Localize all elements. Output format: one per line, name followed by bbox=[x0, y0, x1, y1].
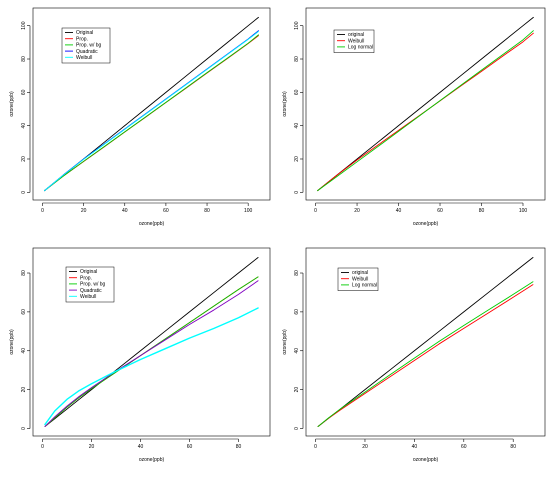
y-tick-label: 20 bbox=[21, 387, 27, 393]
series-line-log-normal bbox=[317, 281, 534, 427]
y-tick-label: 0 bbox=[21, 427, 27, 430]
series-line-log-normal bbox=[317, 30, 534, 192]
legend-label: Weibull bbox=[352, 276, 368, 282]
x-tick-label: 0 bbox=[41, 444, 44, 450]
legend-label: Prop. w/ bg bbox=[76, 43, 102, 49]
y-tick-label: 40 bbox=[294, 348, 300, 354]
x-tick-label: 20 bbox=[89, 444, 95, 450]
x-tick-label: 60 bbox=[461, 444, 467, 450]
y-axis-label: ozone(ppb) bbox=[282, 91, 288, 117]
series-line-weibull bbox=[44, 307, 259, 426]
chart-panel-1: 0 20 40 60 80 100 0 20 40 60 80 100 ozone(ppb) ozone(… bbox=[9, 7, 271, 227]
y-tick-label: 0 bbox=[21, 191, 27, 194]
x-tick-label: 40 bbox=[396, 208, 402, 214]
y-tick-label: 40 bbox=[21, 348, 27, 354]
x-tick-label: 80 bbox=[204, 208, 210, 214]
y-tick-label: 80 bbox=[21, 270, 27, 276]
x-tick-label: 0 bbox=[41, 208, 44, 214]
y-tick-label: 20 bbox=[294, 156, 300, 162]
y-tick-label: 60 bbox=[21, 89, 27, 95]
x-tick-label: 60 bbox=[163, 208, 169, 214]
plot-frame bbox=[305, 7, 546, 201]
legend-label: Prop. w/ bg bbox=[80, 282, 106, 288]
x-tick-label: 60 bbox=[187, 444, 193, 450]
legend-label: Log normal bbox=[352, 283, 377, 289]
x-tick-label: 40 bbox=[122, 208, 128, 214]
legend-label: Log normal bbox=[348, 45, 373, 51]
x-tick-label: 40 bbox=[138, 444, 144, 450]
legend-label: Original bbox=[80, 269, 97, 275]
y-axis-label: ozone(ppb) bbox=[9, 91, 15, 117]
chart-panel-4: 0 20 40 60 80 0 20 40 60 80 ozone(ppb) ozone(ppb) or… bbox=[282, 247, 546, 463]
y-tick-label: 40 bbox=[21, 123, 27, 129]
x-tick-label: 0 bbox=[314, 444, 317, 450]
legend-label: Prop. bbox=[76, 36, 88, 42]
plot-frame bbox=[32, 247, 271, 437]
x-tick-label: 60 bbox=[437, 208, 443, 214]
x-axis-label: ozone(ppb) bbox=[139, 221, 165, 227]
x-tick-label: 80 bbox=[236, 444, 242, 450]
x-axis-label: ozone(ppb) bbox=[139, 457, 165, 463]
y-tick-label: 60 bbox=[294, 309, 300, 315]
x-tick-label: 80 bbox=[479, 208, 485, 214]
x-tick-label: 40 bbox=[412, 444, 418, 450]
series-line-quadratic bbox=[44, 280, 259, 427]
y-tick-label: 40 bbox=[294, 123, 300, 129]
series-line-prop-w-bg bbox=[44, 34, 259, 192]
legend-label: Original bbox=[76, 30, 93, 36]
y-axis-label: ozone(ppb) bbox=[9, 329, 15, 355]
plot-frame bbox=[305, 247, 546, 437]
legend-label: Quadratic bbox=[76, 49, 98, 55]
legend-label: Quadratic bbox=[80, 288, 102, 294]
series-line-weibull bbox=[44, 31, 259, 192]
y-tick-label: 60 bbox=[21, 309, 27, 315]
series-line-weibull bbox=[317, 284, 534, 427]
y-tick-label: 60 bbox=[294, 89, 300, 95]
x-tick-label: 0 bbox=[314, 208, 317, 214]
y-tick-label: 80 bbox=[294, 56, 300, 62]
legend-label: Prop. bbox=[80, 275, 92, 281]
legend-label: Weibull bbox=[348, 38, 364, 44]
series-line-original bbox=[44, 257, 259, 427]
x-tick-label: 100 bbox=[244, 208, 253, 214]
y-tick-label: 0 bbox=[294, 427, 300, 430]
x-tick-label: 80 bbox=[510, 444, 516, 450]
y-tick-label: 20 bbox=[294, 387, 300, 393]
x-axis-label: ozone(ppb) bbox=[413, 221, 439, 227]
y-tick-label: 80 bbox=[21, 56, 27, 62]
y-tick-label: 80 bbox=[294, 270, 300, 276]
series-line-original bbox=[317, 16, 534, 192]
x-tick-label: 20 bbox=[354, 208, 360, 214]
legend-label: Weibull bbox=[76, 55, 92, 61]
legend-label: original bbox=[352, 270, 368, 276]
y-tick-label: 0 bbox=[294, 191, 300, 194]
y-tick-label: 100 bbox=[21, 21, 27, 30]
x-tick-label: 100 bbox=[519, 208, 528, 214]
plot-frame bbox=[32, 7, 271, 201]
y-tick-label: 100 bbox=[294, 21, 300, 30]
x-tick-label: 20 bbox=[81, 208, 87, 214]
x-axis-label: ozone(ppb) bbox=[413, 457, 439, 463]
y-tick-label: 20 bbox=[21, 156, 27, 162]
x-tick-label: 20 bbox=[362, 444, 368, 450]
chart-panel-3: 0 20 40 60 80 0 20 40 60 80 ozone(ppb) ozone(ppb) Or… bbox=[9, 247, 271, 463]
y-axis-label: ozone(ppb) bbox=[282, 329, 288, 355]
legend-label: Weibull bbox=[80, 294, 96, 300]
chart-panel-2: 0 20 40 60 80 100 0 20 40 60 80 100 ozone(ppb) ozone(… bbox=[282, 7, 546, 227]
legend-label: original bbox=[348, 32, 364, 38]
